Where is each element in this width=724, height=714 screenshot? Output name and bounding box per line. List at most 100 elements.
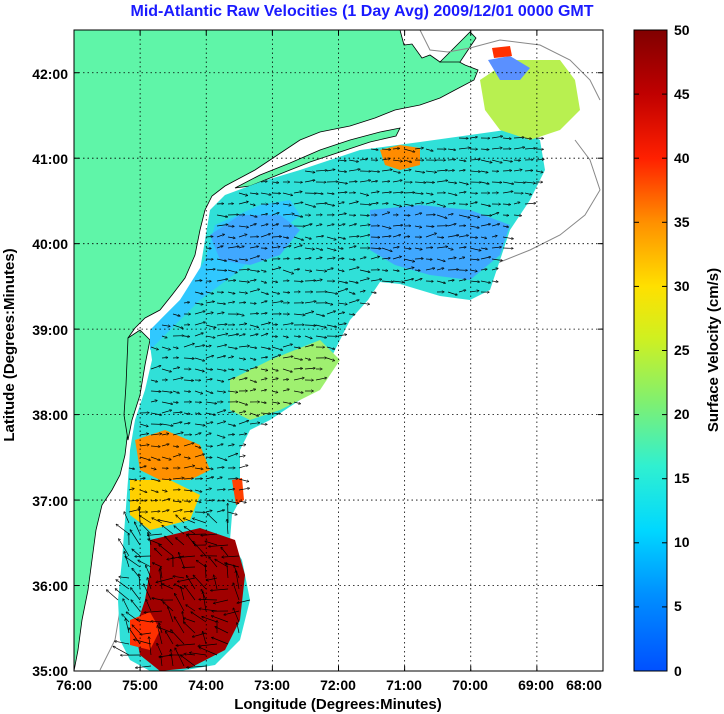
velocity-vector xyxy=(392,160,402,161)
velocity-vector xyxy=(194,501,201,502)
velocity-vector xyxy=(502,171,511,172)
velocity-vector xyxy=(216,279,228,282)
velocity-vector xyxy=(282,389,289,392)
colorbar-tick-label: 5 xyxy=(674,598,682,614)
velocity-vector xyxy=(168,607,174,623)
x-tick-label: 76:00 xyxy=(56,677,92,693)
velocity-vector xyxy=(216,477,222,480)
velocity-vector xyxy=(326,193,334,194)
velocity-vector xyxy=(194,281,202,282)
velocity-vector xyxy=(172,324,183,328)
velocity-vector xyxy=(156,577,174,582)
velocity-vector xyxy=(469,291,479,292)
velocity-vector xyxy=(491,148,502,149)
velocity-vector xyxy=(176,643,196,646)
velocity-vector xyxy=(282,344,292,348)
velocity-vector xyxy=(123,599,130,612)
velocity-vector xyxy=(161,335,167,338)
velocity-vector xyxy=(198,643,218,646)
velocity-vector xyxy=(469,247,481,251)
velocity-vector xyxy=(176,538,185,546)
velocity-vector xyxy=(447,203,455,204)
velocity-vector xyxy=(337,236,345,239)
x-tick-label: 71:00 xyxy=(386,677,422,693)
velocity-vector xyxy=(216,246,223,249)
velocity-vector xyxy=(271,182,278,183)
velocity-vector xyxy=(260,214,267,215)
velocity-vector xyxy=(205,511,212,513)
velocity-vector xyxy=(249,314,258,315)
velocity-vector xyxy=(260,234,270,238)
velocity-vector xyxy=(260,301,267,304)
velocity-vector xyxy=(172,454,181,458)
velocity-vector xyxy=(205,269,215,270)
velocity-vector xyxy=(315,313,324,316)
velocity-vector xyxy=(119,577,130,578)
velocity-vector xyxy=(337,289,348,293)
velocity-vector xyxy=(326,236,336,240)
velocity-vector xyxy=(469,137,477,138)
velocity-vector xyxy=(502,159,512,162)
velocity-vector xyxy=(150,391,161,392)
velocity-vector xyxy=(227,346,237,349)
velocity-vector xyxy=(304,224,312,227)
velocity-vector xyxy=(447,248,453,250)
velocity-vector xyxy=(183,518,196,524)
velocity-vector xyxy=(194,489,202,492)
velocity-vector xyxy=(249,214,257,217)
velocity-vector xyxy=(348,182,357,183)
velocity-vector xyxy=(414,148,423,149)
velocity-vector xyxy=(194,445,201,448)
velocity-vector xyxy=(172,422,182,425)
velocity-vector xyxy=(502,181,513,184)
velocity-vector xyxy=(469,159,480,160)
velocity-vector xyxy=(193,542,207,557)
velocity-vector xyxy=(260,269,266,272)
velocity-vector xyxy=(480,280,490,283)
velocity-vector xyxy=(480,269,487,270)
velocity-vector xyxy=(205,390,213,393)
x-tick-label: 72:00 xyxy=(320,677,356,693)
velocity-vector xyxy=(359,257,366,260)
velocity-vector xyxy=(260,402,266,403)
velocity-vector xyxy=(191,612,207,623)
velocity-vector xyxy=(381,181,390,182)
velocity-vector xyxy=(436,203,445,207)
velocity-vector xyxy=(348,291,355,294)
velocity-vector xyxy=(491,268,498,271)
y-axis-label: Latitude (Degrees:Minutes) xyxy=(1,248,18,441)
velocity-vector xyxy=(293,202,303,205)
velocity-vector xyxy=(161,444,169,447)
velocity-vector xyxy=(139,478,145,479)
velocity-vector xyxy=(137,620,152,623)
velocity-vector xyxy=(469,214,479,217)
velocity-vector xyxy=(194,413,200,414)
velocity-vector xyxy=(249,193,258,194)
velocity-vector xyxy=(458,279,466,282)
velocity-vector xyxy=(337,181,347,184)
velocity-vector xyxy=(129,628,141,645)
velocity-vector xyxy=(227,434,234,435)
velocity-vector xyxy=(179,553,185,568)
velocity-vector xyxy=(458,257,465,260)
velocity-vector xyxy=(125,557,141,568)
velocity-vector xyxy=(381,270,388,271)
velocity-vector xyxy=(348,300,359,304)
velocity-vector xyxy=(135,522,141,535)
velocity-vector xyxy=(150,478,160,481)
velocity-vector xyxy=(161,510,169,513)
velocity-vector xyxy=(337,324,346,326)
velocity-vector xyxy=(491,281,498,282)
velocity-vector xyxy=(227,302,234,303)
velocity-vector xyxy=(293,390,303,393)
velocity-vector xyxy=(271,368,278,371)
velocity-vector xyxy=(249,334,258,337)
velocity-vector xyxy=(315,224,322,227)
velocity-vector xyxy=(161,656,162,667)
velocity-vector xyxy=(146,600,152,612)
velocity-vector xyxy=(193,518,207,524)
velocity-vector xyxy=(139,507,140,524)
velocity-vector xyxy=(233,583,240,601)
velocity-vector xyxy=(139,574,140,590)
velocity-vector xyxy=(304,357,310,360)
